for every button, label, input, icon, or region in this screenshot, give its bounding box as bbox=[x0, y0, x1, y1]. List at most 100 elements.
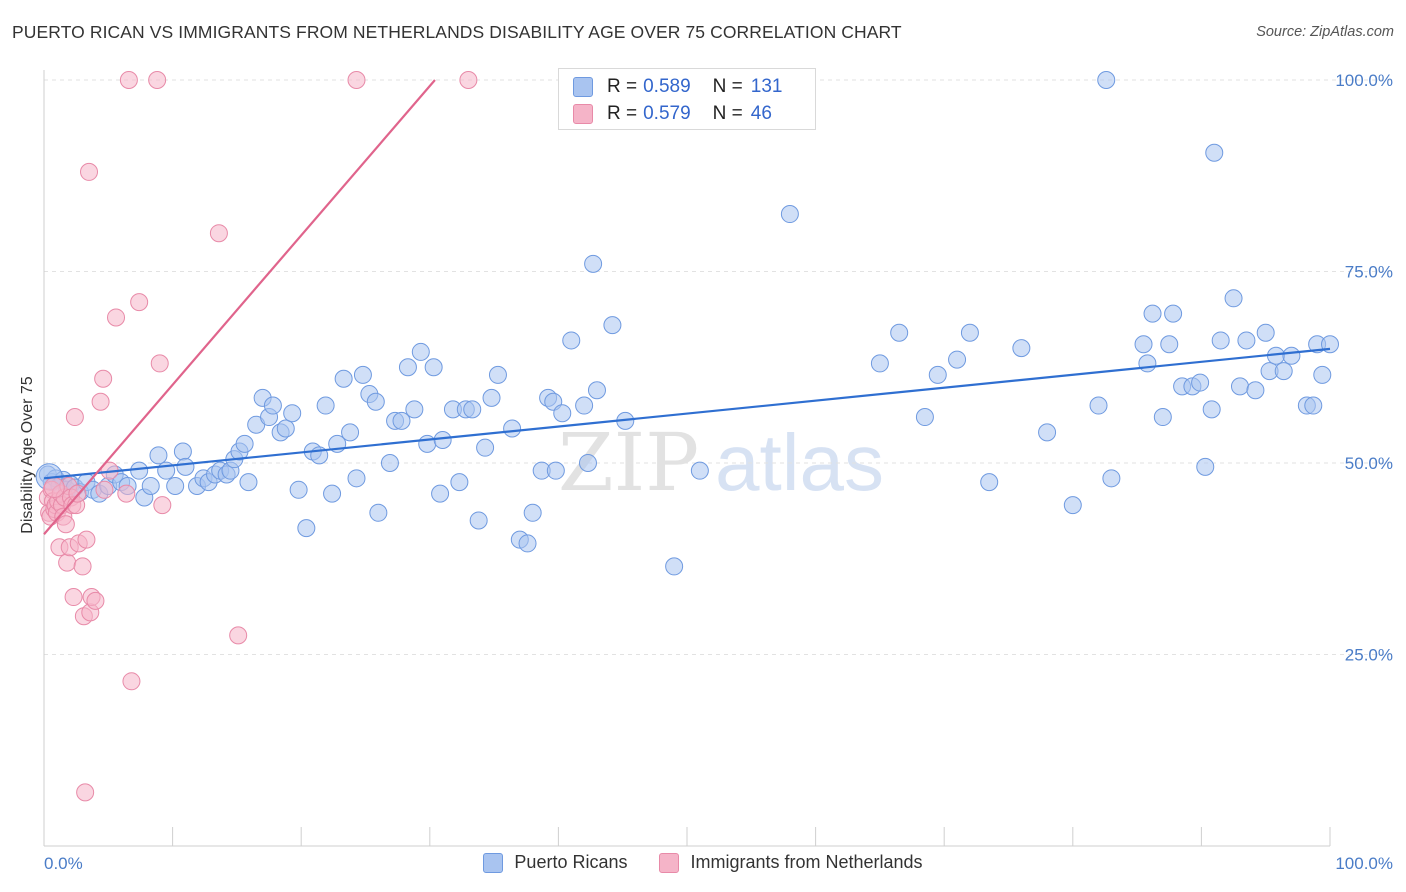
data-point bbox=[176, 457, 195, 476]
data-point bbox=[119, 71, 138, 89]
r-value: 0.589 bbox=[643, 76, 691, 97]
data-point bbox=[584, 254, 603, 273]
r-value: 0.579 bbox=[643, 103, 691, 124]
n-label: N = bbox=[712, 103, 743, 124]
data-point bbox=[1102, 469, 1121, 488]
y-tick-label: 75.0% bbox=[1345, 263, 1393, 282]
trend-lines bbox=[43, 79, 1331, 535]
data-point bbox=[117, 484, 136, 503]
data-point bbox=[433, 431, 452, 450]
data-point bbox=[76, 783, 95, 802]
gridlines bbox=[44, 79, 1394, 655]
data-point bbox=[1012, 339, 1031, 358]
data-point bbox=[323, 484, 342, 503]
data-point bbox=[578, 454, 597, 472]
data-point bbox=[77, 530, 96, 549]
data-point bbox=[418, 434, 437, 453]
data-point bbox=[289, 480, 308, 499]
data-point bbox=[1304, 396, 1323, 415]
legend-label-immigrants-from-netherlands: Immigrants from Netherlands bbox=[690, 852, 923, 872]
data-point bbox=[130, 461, 149, 480]
data-point bbox=[915, 408, 934, 427]
trend-line bbox=[43, 347, 1331, 480]
stats-row-puerto-ricans: R = 0.589 N = 131 bbox=[573, 75, 782, 99]
data-point bbox=[980, 473, 999, 492]
data-point bbox=[86, 591, 105, 610]
data-point bbox=[153, 496, 172, 515]
data-point bbox=[173, 442, 192, 461]
data-point bbox=[405, 400, 424, 419]
trend-line bbox=[43, 79, 436, 535]
data-point bbox=[948, 350, 967, 369]
series-immigrants-from-netherlands bbox=[38, 71, 478, 802]
stats-box: R = 0.589 N = 131 R = 0.579 N = 46 bbox=[558, 68, 816, 130]
data-point bbox=[431, 484, 450, 503]
data-point bbox=[546, 461, 565, 480]
data-point bbox=[297, 519, 316, 538]
data-point bbox=[587, 381, 606, 400]
data-point bbox=[148, 71, 167, 89]
data-point bbox=[149, 446, 168, 465]
data-point bbox=[341, 423, 360, 442]
data-point bbox=[1138, 354, 1157, 373]
legend-item-immigrants-from-netherlands: Immigrants from Netherlands bbox=[659, 852, 923, 873]
data-point bbox=[347, 469, 366, 488]
legend-swatch-immigrants-from-netherlands bbox=[659, 852, 680, 873]
data-point bbox=[1230, 377, 1249, 396]
data-point bbox=[870, 354, 889, 373]
x-tick-label: 100.0% bbox=[1335, 854, 1393, 873]
data-point bbox=[150, 354, 169, 373]
data-point bbox=[166, 476, 185, 495]
y-tick-label: 25.0% bbox=[1345, 646, 1393, 665]
data-point bbox=[94, 369, 113, 388]
data-point bbox=[503, 419, 522, 438]
x-tick-label: 0.0% bbox=[44, 854, 83, 873]
data-point bbox=[1205, 143, 1224, 162]
data-point bbox=[424, 358, 443, 377]
data-point bbox=[1097, 71, 1116, 89]
stats-row-immigrants-from-netherlands: R = 0.579 N = 46 bbox=[573, 102, 772, 126]
data-point bbox=[263, 396, 282, 415]
chart-title: PUERTO RICAN VS IMMIGRANTS FROM NETHERLA… bbox=[12, 22, 902, 42]
data-point bbox=[1160, 335, 1179, 354]
legend-label-puerto-ricans: Puerto Ricans bbox=[514, 852, 628, 872]
data-point bbox=[1143, 304, 1162, 323]
data-point bbox=[1196, 457, 1215, 476]
data-point bbox=[1164, 304, 1183, 323]
data-point bbox=[1063, 496, 1082, 515]
data-point bbox=[73, 557, 92, 576]
data-point bbox=[928, 365, 947, 384]
data-point bbox=[58, 553, 77, 572]
chart-legend: Puerto Ricans Immigrants from Netherland… bbox=[0, 852, 1406, 873]
y-tick-label: 100.0% bbox=[1335, 71, 1393, 90]
n-label: N = bbox=[712, 76, 743, 97]
axes bbox=[43, 70, 1331, 847]
data-point bbox=[518, 534, 537, 553]
data-point bbox=[1153, 408, 1172, 427]
data-point bbox=[43, 477, 65, 499]
data-point bbox=[91, 392, 110, 411]
data-point bbox=[64, 588, 83, 607]
data-point bbox=[239, 473, 258, 492]
data-point bbox=[347, 71, 366, 89]
y-tick-label: 50.0% bbox=[1345, 454, 1393, 473]
data-point bbox=[209, 224, 228, 243]
data-point bbox=[1089, 396, 1108, 415]
data-point bbox=[398, 358, 417, 377]
stats-swatch-immigrants-from-netherlands bbox=[573, 104, 593, 124]
data-point bbox=[366, 392, 385, 411]
data-point bbox=[316, 396, 335, 415]
data-point bbox=[369, 503, 388, 522]
data-point bbox=[411, 342, 430, 361]
data-point bbox=[1282, 346, 1301, 365]
data-point bbox=[141, 476, 160, 495]
data-point bbox=[463, 400, 482, 419]
data-point bbox=[523, 503, 542, 522]
r-label: R = bbox=[607, 76, 638, 97]
data-point bbox=[603, 316, 622, 335]
legend-swatch-puerto-ricans bbox=[483, 852, 504, 873]
data-point bbox=[469, 511, 488, 530]
stats-swatch-puerto-ricans bbox=[573, 77, 593, 97]
data-point bbox=[459, 71, 478, 89]
